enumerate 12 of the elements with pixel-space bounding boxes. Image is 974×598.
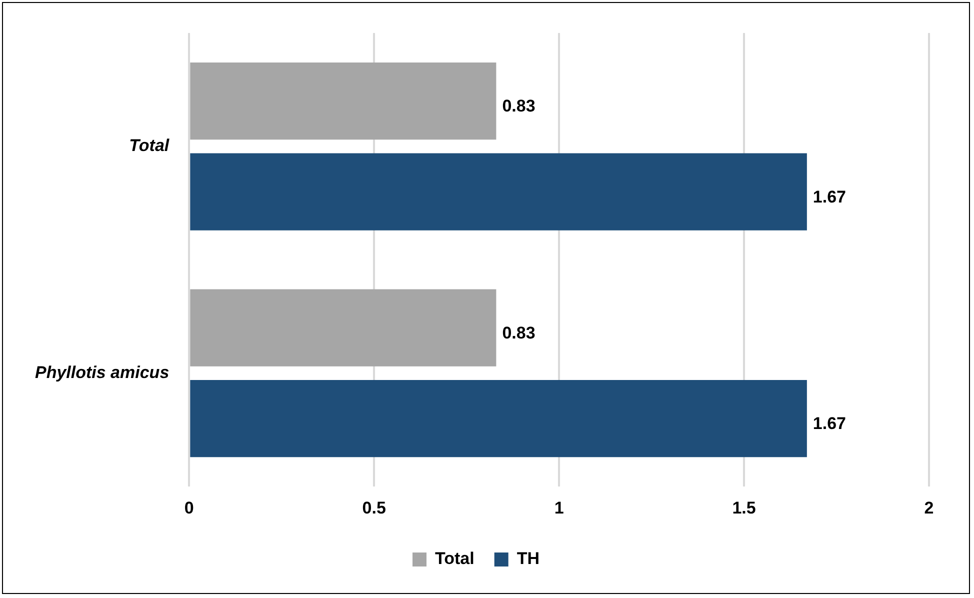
data-label: 0.83	[502, 324, 536, 343]
data-label: 0.83	[502, 96, 536, 116]
x-tick-label: 1.5	[732, 498, 756, 518]
x-tick-label: 0.5	[362, 498, 386, 518]
y-tick-label: Phyllotis amicus	[34, 362, 170, 382]
legend-label: Total	[434, 549, 474, 568]
x-tick-label: 1	[554, 498, 564, 518]
legend-label: TH	[516, 549, 540, 568]
x-tick-label: 0	[184, 498, 194, 518]
data-label: 1.67	[812, 187, 846, 206]
data-label: 1.67	[812, 414, 846, 434]
x-tick-label: 2	[924, 498, 934, 518]
